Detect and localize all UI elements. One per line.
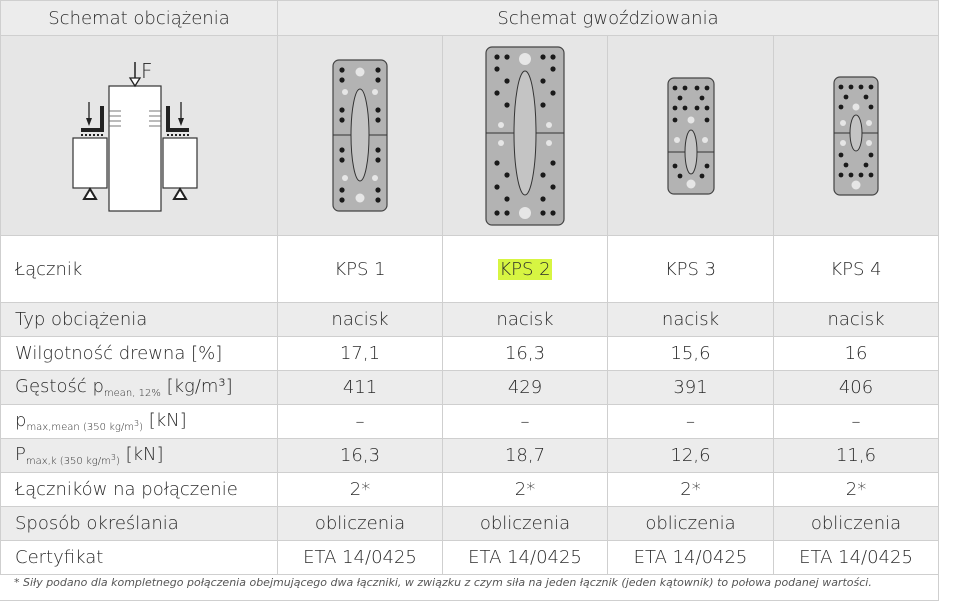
pmax-k-label-unit: [kN] bbox=[119, 444, 164, 465]
table-cell: ETA 14/0425 bbox=[442, 540, 608, 575]
table-cell: – bbox=[442, 404, 608, 439]
pmax-k-row: Pmax,k (350 kg/m3) [kN] 16,3 18,7 12,6 1… bbox=[0, 438, 940, 473]
table-cell: – bbox=[607, 404, 774, 439]
nailing-kps2-cell bbox=[442, 35, 608, 236]
footnote: * Siły podano dla kompletnego połączenia… bbox=[14, 576, 872, 589]
table-cell: obliczenia bbox=[442, 506, 608, 541]
table-cell: nacisk bbox=[277, 302, 443, 337]
nailing-kps3-cell bbox=[607, 35, 774, 236]
table-cell: – bbox=[772, 404, 940, 439]
kps3-plate-image bbox=[666, 76, 715, 195]
table-cell: 411 bbox=[277, 370, 443, 405]
table-cell: 406 bbox=[772, 370, 940, 405]
table-cell: obliczenia bbox=[277, 506, 443, 541]
table-cell: 2* bbox=[442, 472, 608, 507]
connector-kps3: KPS 3 bbox=[607, 235, 774, 303]
table-cell: nacisk bbox=[607, 302, 774, 337]
table-cell: ETA 14/0425 bbox=[607, 540, 774, 575]
figures-row: F bbox=[0, 35, 940, 236]
method-label: Sposób określania bbox=[0, 506, 278, 541]
pmax-k-sub-end: ) bbox=[115, 456, 120, 467]
certificate-row: Certyfikat ETA 14/0425 ETA 14/0425 ETA 1… bbox=[0, 540, 940, 575]
connector-kps2-cell: KPS 2 bbox=[442, 235, 608, 303]
density-label: Gęstość pmean, 12% [kg/m³] bbox=[0, 370, 278, 405]
table-cell: 11,6 bbox=[772, 438, 940, 473]
pmax-mean-label-main: p bbox=[15, 410, 27, 431]
density-label-main: Gęstość p bbox=[15, 376, 104, 397]
table-cell: ETA 14/0425 bbox=[772, 540, 940, 575]
nailing-kps1-cell bbox=[277, 35, 443, 236]
load-diagram: F bbox=[72, 59, 198, 212]
pmax-k-sup: 3 bbox=[110, 453, 116, 462]
table-cell: 18,7 bbox=[442, 438, 608, 473]
count-label: Łączników na połączenie bbox=[0, 472, 278, 507]
moisture-row: Wilgotność drewna [%] 17,1 16,3 15,6 16 bbox=[0, 336, 940, 371]
count-row: Łączników na połączenie 2* 2* 2* 2* bbox=[0, 472, 940, 507]
density-row: Gęstość pmean, 12% [kg/m³] 411 429 391 4… bbox=[0, 370, 940, 405]
pmax-mean-sub-text: max,mean (350 kg/m bbox=[26, 422, 135, 433]
table-cell: 17,1 bbox=[277, 336, 443, 371]
table-cell: 2* bbox=[772, 472, 940, 507]
table-cell: obliczenia bbox=[607, 506, 774, 541]
table-cell: ETA 14/0425 bbox=[277, 540, 443, 575]
pmax-mean-row: pmax,mean (350 kg/m3) [kN] – – – – bbox=[0, 404, 940, 439]
pmax-k-label-main: P bbox=[15, 444, 26, 465]
nailing-kps4-cell bbox=[772, 35, 940, 236]
pmax-k-sub-text: max,k (350 kg/m bbox=[25, 456, 111, 467]
table-cell: 16 bbox=[772, 336, 940, 371]
density-label-sub: mean, 12% bbox=[103, 388, 161, 399]
pmax-k-label-sub: max,k (350 kg/m3) bbox=[25, 453, 120, 467]
pmax-mean-sub-end: ) bbox=[139, 422, 144, 433]
density-label-unit: [kg/m³] bbox=[160, 376, 233, 397]
table-cell: obliczenia bbox=[772, 506, 940, 541]
force-label: F bbox=[141, 59, 153, 83]
header-row: Schemat obciążenia Schemat gwoździowania bbox=[0, 0, 940, 36]
kps1-plate-image bbox=[332, 59, 388, 212]
header-nailing-scheme: Schemat gwoździowania bbox=[276, 0, 940, 36]
pmax-mean-label-sub: max,mean (350 kg/m3) bbox=[26, 419, 144, 433]
pmax-mean-sup: 3 bbox=[134, 419, 140, 428]
method-row: Sposób określania obliczenia obliczenia … bbox=[0, 506, 940, 541]
table-cell: nacisk bbox=[772, 302, 940, 337]
table-cell: – bbox=[277, 404, 443, 439]
connector-row: Łącznik KPS 1 KPS 2 KPS 3 KPS 4 bbox=[0, 235, 940, 303]
spec-table: Schemat obciążenia Schemat gwoździowania bbox=[0, 0, 940, 575]
load-type-label: Typ obciążenia bbox=[0, 302, 278, 337]
header-load-scheme: Schemat obciążenia bbox=[0, 0, 278, 36]
kps2-plate-image bbox=[485, 45, 565, 226]
table-frame: Schemat obciążenia Schemat gwoździowania bbox=[0, 0, 940, 601]
table-cell: 429 bbox=[442, 370, 608, 405]
table-cell: nacisk bbox=[442, 302, 608, 337]
table-cell: 12,6 bbox=[607, 438, 774, 473]
load-diagram-cell: F bbox=[0, 35, 278, 236]
connector-kps4: KPS 4 bbox=[772, 235, 940, 303]
pmax-mean-label-unit: [kN] bbox=[143, 410, 187, 431]
pmax-k-label: Pmax,k (350 kg/m3) [kN] bbox=[0, 438, 278, 473]
table-cell: 16,3 bbox=[277, 438, 443, 473]
kps4-plate-image bbox=[833, 75, 879, 196]
load-type-row: Typ obciążenia nacisk nacisk nacisk naci… bbox=[0, 302, 940, 337]
connector-kps1: KPS 1 bbox=[277, 235, 443, 303]
moisture-label: Wilgotność drewna [%] bbox=[0, 336, 278, 371]
connector-label: Łącznik bbox=[0, 235, 278, 303]
table-cell: 2* bbox=[607, 472, 774, 507]
table-cell: 15,6 bbox=[607, 336, 774, 371]
connector-kps2: KPS 2 bbox=[498, 258, 552, 280]
pmax-mean-label: pmax,mean (350 kg/m3) [kN] bbox=[0, 404, 278, 439]
table-cell: 391 bbox=[607, 370, 774, 405]
table-cell: 2* bbox=[277, 472, 443, 507]
table-cell: 16,3 bbox=[442, 336, 608, 371]
certificate-label: Certyfikat bbox=[0, 540, 278, 575]
